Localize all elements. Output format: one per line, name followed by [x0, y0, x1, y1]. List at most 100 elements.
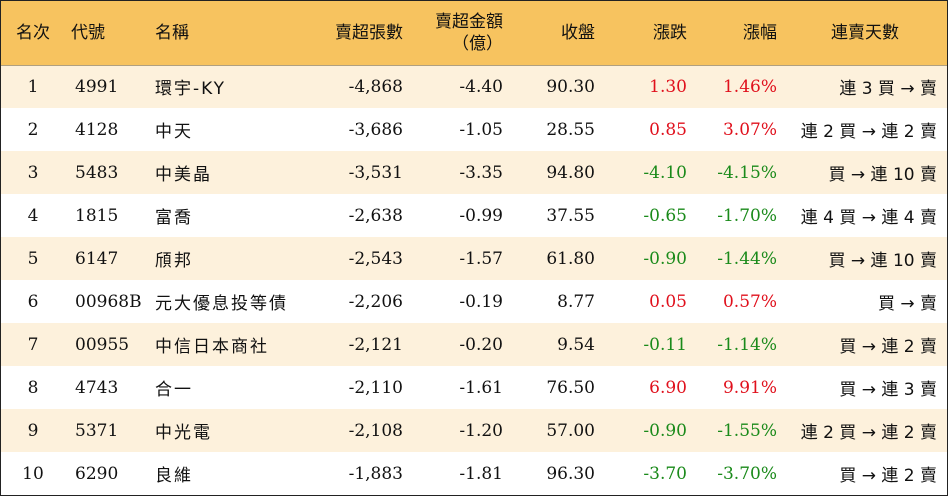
table-row[interactable]: 5 6147 頎邦 -2,543 -1.57 61.80 -0.90 -1.44% 買 → 連 …	[1, 237, 947, 280]
price-change-cell: -4.10	[643, 162, 687, 183]
stock-name-cell: 頎邦	[155, 251, 193, 271]
sell-streak-cell: 連 3 買 → 賣	[839, 79, 937, 100]
stock-code-cell: 4128	[75, 119, 119, 140]
table-row[interactable]: 6 00968B 元大優息投等債 -2,206 -0.19 8.77 0.05 0.57% 買 …	[1, 280, 947, 323]
net-sell-lots-cell: -2,638	[348, 205, 403, 226]
sell-streak-cell: 買 → 連 2 賣	[839, 337, 937, 357]
rank-cell: 6	[27, 291, 39, 312]
sell-streak-cell: 買 → 連 10 賣	[828, 165, 938, 185]
rank-cell: 2	[27, 119, 39, 140]
header-net-sell-amount-line2: （億）	[452, 33, 503, 54]
header-code[interactable]: 代號	[65, 1, 149, 66]
stock-code-cell: 00968B	[75, 291, 142, 312]
header-net-sell-amount[interactable]: 賣超金額 （億）	[409, 1, 509, 66]
close-price-cell: 94.80	[546, 162, 595, 183]
sell-streak-cell: 買 → 賣	[877, 294, 937, 314]
stock-code-cell: 00955	[75, 334, 130, 355]
change-pct-cell: 0.57%	[722, 291, 777, 312]
table-row[interactable]: 1 4991 環宇-KY -4,868 -4.40 90.30 1.30 1.46% 連 3 買…	[1, 65, 947, 108]
sell-streak-cell: 連 2 買 → 連 2 賣	[800, 122, 937, 142]
net-sell-lots-cell: -3,531	[348, 162, 403, 183]
rank-cell: 5	[27, 248, 39, 269]
rank-cell: 8	[27, 377, 39, 398]
net-sell-amount-cell: -1.20	[459, 420, 503, 441]
stock-name-cell: 中天	[155, 122, 193, 142]
rank-cell: 10	[22, 463, 44, 484]
stock-name-cell: 富喬	[155, 208, 193, 228]
rank-cell: 3	[27, 162, 39, 183]
close-price-cell: 96.30	[546, 463, 595, 484]
price-change-cell: 6.90	[649, 377, 687, 398]
close-price-cell: 9.54	[557, 334, 595, 355]
stock-name-cell: 良維	[155, 466, 193, 486]
stock-name-cell: 中光電	[155, 423, 212, 443]
stock-code-cell: 6290	[75, 463, 119, 484]
change-pct-cell: 9.91%	[722, 377, 777, 398]
price-change-cell: -0.65	[643, 205, 687, 226]
header-net-sell-amount-line1: 賣超金額	[435, 11, 503, 32]
header-net-sell-lots[interactable]: 賣超張數	[299, 1, 409, 66]
rank-cell: 4	[27, 205, 39, 226]
stock-name-cell: 合一	[155, 380, 193, 400]
net-sell-amount-cell: -0.20	[459, 334, 503, 355]
net-sell-amount-cell: -3.35	[459, 162, 503, 183]
net-sell-amount-cell: -0.99	[459, 205, 503, 226]
close-price-cell: 57.00	[546, 420, 595, 441]
net-sell-lots-cell: -2,108	[348, 420, 403, 441]
close-price-cell: 90.30	[546, 76, 595, 97]
net-sell-lots-cell: -2,110	[348, 377, 403, 398]
header-streak[interactable]: 連賣天數	[783, 1, 947, 66]
close-price-cell: 8.77	[557, 291, 595, 312]
change-pct-cell: -4.15%	[717, 162, 777, 183]
rank-cell: 1	[27, 76, 39, 97]
header-change[interactable]: 漲跌	[601, 1, 693, 66]
header-close[interactable]: 收盤	[509, 1, 601, 66]
price-change-cell: 0.05	[649, 291, 687, 312]
stock-name-cell: 中美晶	[155, 165, 212, 185]
rank-cell: 7	[27, 334, 39, 355]
sell-streak-cell: 買 → 連 3 賣	[839, 380, 937, 400]
change-pct-cell: -1.55%	[717, 420, 777, 441]
table-row[interactable]: 2 4128 中天 -3,686 -1.05 28.55 0.85 3.07% 連 2 買 → …	[1, 108, 947, 151]
change-pct-cell: -1.44%	[717, 248, 777, 269]
close-price-cell: 76.50	[546, 377, 595, 398]
table-row[interactable]: 8 4743 合一 -2,110 -1.61 76.50 6.90 9.91% 買 → 連 3 …	[1, 366, 947, 409]
change-pct-cell: -1.70%	[717, 205, 777, 226]
net-sell-lots-cell: -3,686	[348, 119, 403, 140]
table-row[interactable]: 9 5371 中光電 -2,108 -1.20 57.00 -0.90 -1.55% 連 2 買…	[1, 409, 947, 452]
stock-code-cell: 1815	[75, 205, 119, 226]
net-sell-lots-cell: -2,206	[348, 291, 403, 312]
change-pct-cell: -3.70%	[717, 463, 777, 484]
sell-streak-cell: 連 2 買 → 連 2 賣	[800, 423, 937, 443]
price-change-cell: -0.90	[643, 248, 687, 269]
price-change-cell: 0.85	[649, 119, 687, 140]
net-sell-amount-cell: -4.40	[459, 76, 503, 97]
header-change-pct[interactable]: 漲幅	[693, 1, 783, 66]
change-pct-cell: -1.14%	[717, 334, 777, 355]
table-row[interactable]: 3 5483 中美晶 -3,531 -3.35 94.80 -4.10 -4.15% 買 → 連…	[1, 151, 947, 194]
net-sell-lots-cell: -1,883	[348, 463, 403, 484]
rank-cell: 9	[27, 420, 39, 441]
price-change-cell: -0.90	[643, 420, 687, 441]
header-rank[interactable]: 名次	[1, 1, 65, 66]
price-change-cell: -3.70	[643, 463, 687, 484]
header-name[interactable]: 名稱	[149, 1, 299, 66]
close-price-cell: 37.55	[546, 205, 595, 226]
table-row[interactable]: 10 6290 良維 -1,883 -1.81 96.30 -3.70 -3.70% 買 → 連…	[1, 452, 947, 495]
net-sell-amount-cell: -1.57	[459, 248, 503, 269]
stock-name-cell: 環宇-KY	[155, 79, 227, 100]
price-change-cell: 1.30	[649, 76, 687, 97]
stock-name-cell: 元大優息投等債	[155, 294, 288, 314]
table-row[interactable]: 7 00955 中信日本商社 -2,121 -0.20 9.54 -0.11 -1.14% 買 …	[1, 323, 947, 366]
stock-code-cell: 4991	[75, 76, 119, 97]
change-pct-cell: 3.07%	[722, 119, 777, 140]
stock-name-cell: 中信日本商社	[155, 337, 269, 357]
change-pct-cell: 1.46%	[722, 76, 777, 97]
net-sell-amount-cell: -1.61	[459, 377, 503, 398]
table-row[interactable]: 4 1815 富喬 -2,638 -0.99 37.55 -0.65 -1.70% 連 4 買 …	[1, 194, 947, 237]
sell-streak-cell: 連 4 買 → 連 4 賣	[800, 208, 937, 228]
stock-code-cell: 5371	[75, 420, 119, 441]
header-row: 名次 代號 名稱 賣超張數 賣超金額 （億） 收盤 漲跌 漲幅 連賣天數	[1, 1, 947, 66]
